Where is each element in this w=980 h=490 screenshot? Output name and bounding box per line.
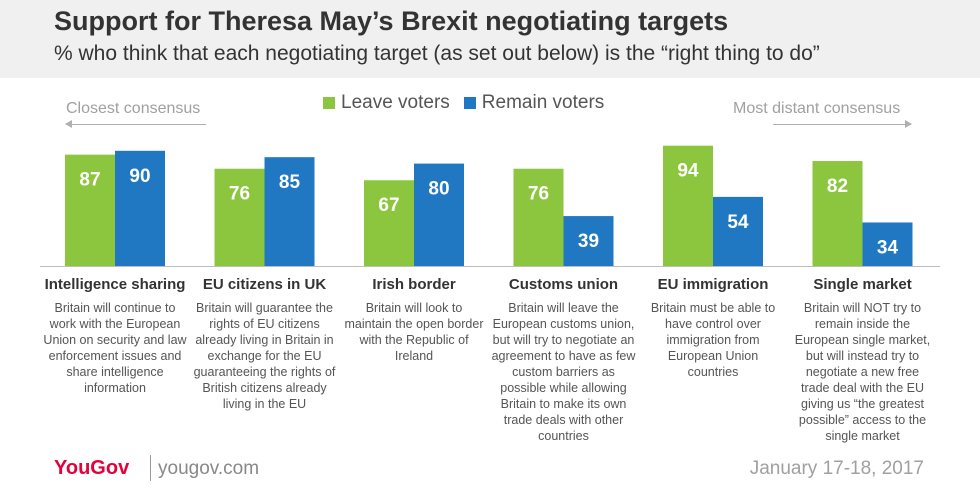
category-description-2: Britain will look to maintain the open b… — [344, 301, 484, 363]
legend: Leave voters Remain voters — [323, 92, 618, 114]
category-label-3: Customs union — [508, 276, 619, 293]
chart-subtitle: % who think that each negotiating target… — [54, 42, 820, 65]
legend-item-remain: Remain voters — [463, 92, 605, 114]
data-label-remain-2: 80 — [428, 179, 449, 200]
chart-title: Support for Theresa May’s Brexit negotia… — [54, 6, 729, 36]
data-label-leave-4: 94 — [677, 161, 699, 182]
bar-leave-5 — [812, 161, 863, 266]
category-label-4: EU immigration — [657, 276, 769, 293]
category-description-5: Britain will NOT try to remain inside th… — [794, 301, 931, 443]
bar-leave-0 — [65, 154, 115, 266]
bar-remain-1 — [264, 157, 315, 266]
yougov-logo: YouGov — [54, 457, 130, 479]
category-label-0: Intelligence sharing — [44, 276, 186, 293]
data-label-leave-0: 87 — [79, 170, 100, 191]
data-label-leave-1: 76 — [229, 184, 250, 205]
legend-label-remain: Remain voters — [481, 92, 605, 113]
data-label-remain-5: 34 — [877, 237, 899, 258]
bar-remain-2 — [414, 163, 464, 266]
data-label-leave-2: 67 — [378, 195, 399, 216]
category-label-5: Single market — [813, 276, 912, 293]
left-arrow-icon — [65, 120, 206, 128]
bar-remain-3 — [563, 216, 614, 266]
footer-date: January 17-18, 2017 — [749, 458, 924, 479]
data-label-leave-3: 76 — [528, 184, 549, 205]
bar-leave-3 — [513, 168, 564, 266]
category-description-1: Britain will guarantee the rights of EU … — [193, 301, 336, 411]
bar-leave-1 — [214, 168, 265, 266]
data-label-remain-0: 90 — [129, 166, 150, 187]
legend-swatch-remain — [463, 97, 476, 109]
bar-remain-0 — [115, 150, 165, 266]
footer-url: yougov.com — [158, 458, 260, 479]
legend-swatch-leave — [323, 97, 335, 109]
category-description-0: Britain will continue to work with the E… — [43, 301, 187, 395]
category-description-4: Britain must be able to have control ove… — [650, 301, 776, 379]
legend-item-leave: Leave voters — [323, 92, 450, 114]
header-band — [0, 0, 980, 78]
right-arrow-icon — [773, 120, 912, 128]
footer-divider — [150, 455, 151, 481]
category-label-1: EU citizens in UK — [202, 276, 327, 293]
bar-leave-2 — [364, 180, 414, 266]
bar-remain-4 — [713, 196, 763, 266]
data-label-leave-5: 82 — [827, 176, 848, 197]
bar-leave-4 — [663, 145, 713, 266]
category-description-3: Britain will leave the European customs … — [491, 301, 636, 443]
legend-label-leave: Leave voters — [341, 92, 450, 113]
data-label-remain-4: 54 — [727, 212, 749, 233]
data-label-remain-1: 85 — [279, 172, 301, 193]
closest-consensus-label: Closest consensus — [66, 100, 201, 117]
bar-remain-5 — [862, 222, 913, 266]
category-label-2: Irish border — [372, 276, 456, 293]
most-distant-consensus-label: Most distant consensus — [733, 100, 901, 117]
data-label-remain-3: 39 — [578, 231, 599, 252]
